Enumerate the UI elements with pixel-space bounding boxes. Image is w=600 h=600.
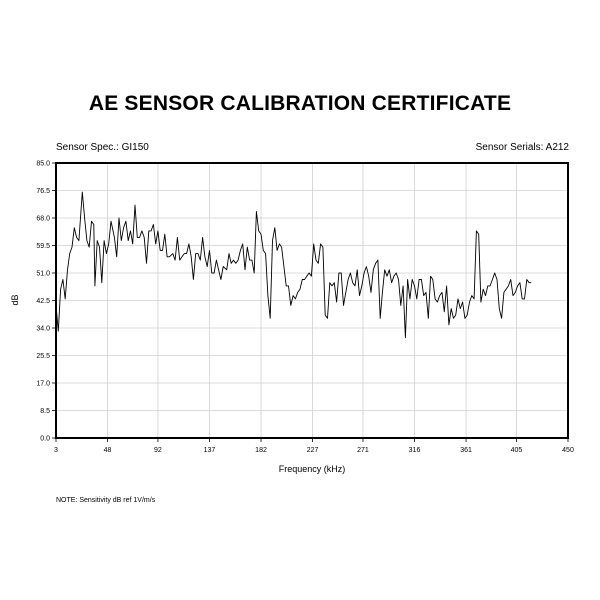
series-line-1 xyxy=(55,191,532,339)
x-tick-label: 316 xyxy=(409,447,421,454)
y-tick-label: 34.0 xyxy=(36,326,50,333)
x-tick-label: 405 xyxy=(511,447,523,454)
y-tick-label: 25.5 xyxy=(36,353,50,360)
chart-grid xyxy=(56,163,568,438)
y-tick-label: 51.0 xyxy=(36,271,50,278)
y-tick-labels: 0.0 8.5 17.0 25.5 34.0 42.5 51.0 59.5 68.0 76.5 85… xyxy=(36,161,50,443)
page-title: AE SENSOR CALIBRATION CERTIFICATE xyxy=(88,92,512,115)
y-tick-label: 0.0 xyxy=(40,436,50,443)
y-tick-label: 76.5 xyxy=(36,188,50,195)
x-tick-label: 48 xyxy=(104,447,112,454)
x-tick-label: 361 xyxy=(460,447,472,454)
y-tick-label: 59.5 xyxy=(36,243,50,250)
chart-series xyxy=(55,191,532,339)
y-tick-label: 42.5 xyxy=(36,298,50,305)
sensor-spec-label: Sensor Spec.: GI150 xyxy=(56,142,149,153)
plot-frame xyxy=(55,162,569,439)
x-tick-label: 227 xyxy=(307,447,319,454)
x-axis-title: Frequency (kHz) xyxy=(279,464,346,474)
y-tick-label: 17.0 xyxy=(36,381,50,388)
y-tick-label: 8.5 xyxy=(40,408,50,415)
x-tick-label: 182 xyxy=(255,447,267,454)
x-tick-label: 3 xyxy=(54,447,58,454)
x-tick-label: 271 xyxy=(357,447,369,454)
x-tick-label: 450 xyxy=(562,447,574,454)
x-tick-labels: 3 48 92 137 182 227 271 316 361 405 450 xyxy=(54,447,574,454)
y-axis-title: dB xyxy=(10,294,20,305)
x-tick-label: 137 xyxy=(204,447,216,454)
chart-ticks xyxy=(52,162,569,442)
sensor-serials-label: Sensor Serials: A212 xyxy=(475,142,569,153)
y-tick-label: 68.0 xyxy=(36,216,50,223)
footnote: NOTE: Sensitivity dB ref 1V/m/s xyxy=(56,497,156,504)
y-tick-label: 85.0 xyxy=(36,161,50,168)
x-tick-label: 92 xyxy=(154,447,162,454)
